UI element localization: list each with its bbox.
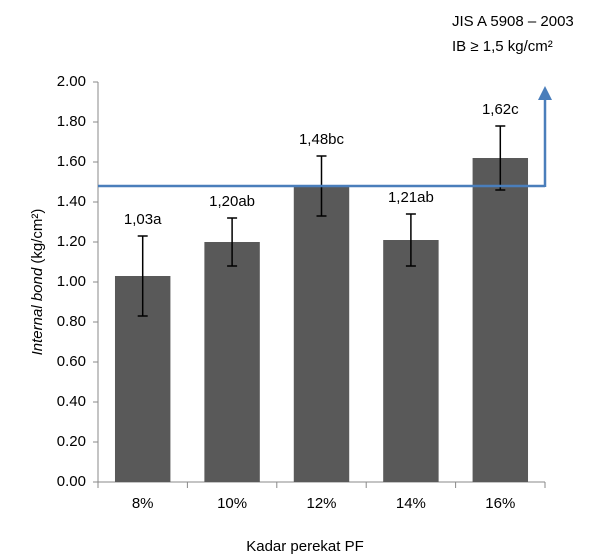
x-tick-label: 14% — [396, 495, 426, 512]
y-tick-label: 0.80 — [57, 313, 86, 330]
y-tick-label: 0.60 — [57, 353, 86, 370]
annotation: IB ≥ 1,5 kg/cm² — [452, 38, 553, 55]
y-tick-label: 1.40 — [57, 193, 86, 210]
y-label-unit: (kg/cm²) — [29, 209, 46, 264]
y-tick-label: 2.00 — [57, 73, 86, 90]
x-tick-label: 12% — [306, 495, 336, 512]
bar — [472, 158, 529, 482]
bar — [383, 240, 439, 482]
y-tick-label: 0.00 — [57, 473, 86, 490]
bar — [204, 242, 260, 482]
data-label: 1,20ab — [209, 193, 255, 210]
data-label: 1,03a — [124, 211, 162, 228]
data-label: 1,48bc — [299, 131, 345, 148]
bar — [293, 186, 350, 482]
x-tick-label: 10% — [217, 495, 247, 512]
y-tick-label: 0.40 — [57, 393, 86, 410]
y-tick-label: 1.60 — [57, 153, 86, 170]
y-label-italic: Internal bond — [29, 267, 46, 355]
y-tick-label: 1.20 — [57, 233, 86, 250]
x-tick-label: 16% — [485, 495, 515, 512]
annotation: JIS A 5908 – 2003 — [452, 13, 574, 30]
y-axis-title: Internal bond (kg/cm²) — [29, 209, 46, 356]
arrow-head — [538, 86, 552, 100]
y-tick-label: 0.20 — [57, 433, 86, 450]
y-tick-label: 1.00 — [57, 273, 86, 290]
data-label: 1,21ab — [388, 189, 434, 206]
x-tick-label: 8% — [132, 495, 154, 512]
x-axis-title: Kadar perekat PF — [246, 538, 364, 555]
y-tick-label: 1.80 — [57, 113, 86, 130]
data-label: 1,62c — [482, 101, 519, 118]
